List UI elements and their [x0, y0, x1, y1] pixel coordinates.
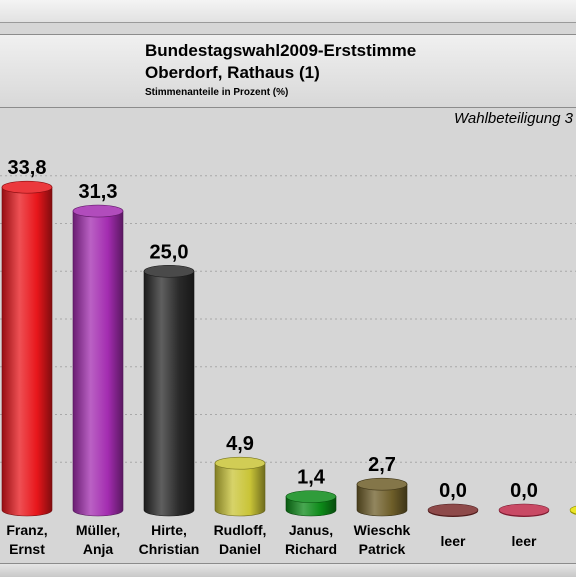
bar — [143, 264, 195, 517]
value-label: 0,0 — [510, 480, 538, 502]
bar — [356, 477, 408, 517]
value-label: 0,0 — [439, 480, 467, 502]
category-label: leer — [441, 533, 466, 549]
turnout-label: Wahlbeteiligung 3 — [454, 110, 573, 127]
bottom-frame — [0, 563, 576, 577]
chart-header — [0, 34, 576, 108]
bar — [1, 180, 53, 517]
bars — [1, 180, 576, 517]
bar — [427, 503, 479, 517]
bar — [214, 456, 266, 517]
category-label: Patrick — [359, 541, 406, 557]
bar — [569, 505, 576, 515]
bar — [285, 490, 337, 517]
category-label: leer — [512, 533, 537, 549]
value-labels: 33,831,325,04,91,42,70,00,00 — [8, 157, 538, 502]
category-label: Janus, — [289, 522, 333, 538]
category-label: Wieschk — [354, 522, 411, 538]
value-label: 25,0 — [150, 241, 189, 263]
category-label: Franz, — [6, 522, 47, 538]
category-label: Daniel — [219, 541, 261, 557]
value-label: 1,4 — [297, 467, 326, 489]
top-strip — [0, 0, 576, 23]
value-label: 4,9 — [226, 433, 254, 455]
category-label: Müller, — [76, 522, 120, 538]
chart-subtitle: Oberdorf, Rathaus (1) — [145, 63, 320, 82]
category-label: Richard — [285, 541, 337, 557]
bar — [72, 204, 124, 517]
value-label: 2,7 — [368, 454, 396, 476]
chart-unit-note: Stimmenanteile in Prozent (%) — [145, 87, 289, 98]
chart-title: Bundestagswahl2009-Erststimme — [145, 41, 417, 60]
bar — [498, 503, 550, 517]
category-label: Rudloff, — [214, 522, 267, 538]
category-label: Anja — [83, 541, 114, 557]
category-label: Christian — [139, 541, 200, 557]
value-label: 33,8 — [8, 157, 47, 179]
category-labels: Franz, Ernst Müller, Anja Hirte, Christian Rud… — [6, 522, 537, 557]
category-label: Hirte, — [151, 522, 187, 538]
category-label: Ernst — [9, 541, 45, 557]
value-label: 31,3 — [79, 181, 118, 203]
